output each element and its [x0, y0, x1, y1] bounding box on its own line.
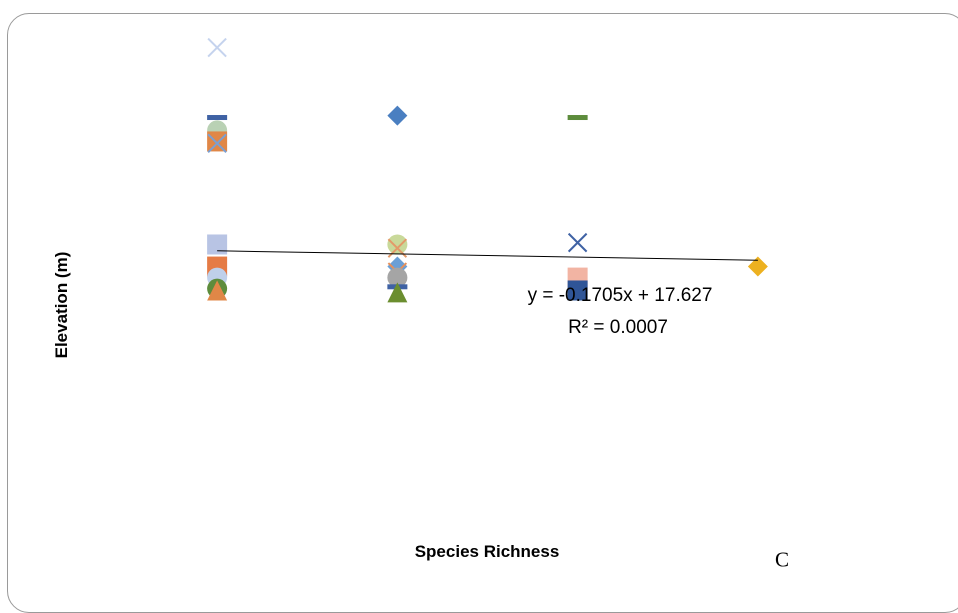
- panel-label: C: [774, 547, 790, 572]
- data-point-circle: [387, 234, 408, 255]
- data-point-square: [207, 131, 228, 152]
- trendline: [217, 250, 758, 261]
- data-point-circle: [387, 267, 408, 288]
- plot-area: [207, 37, 768, 303]
- data-point-triangle: [387, 282, 408, 303]
- x-axis-label: Species Richness: [414, 542, 560, 561]
- data-point-x: [207, 37, 227, 58]
- trendline-r-squared: R² = 0.0007: [568, 317, 668, 338]
- data-points: [207, 37, 768, 303]
- data-point-x: [567, 232, 588, 253]
- data-point-triangle: [207, 280, 228, 301]
- data-point-square: [207, 234, 228, 255]
- data-point-dash: [207, 115, 228, 121]
- data-point-diamond: [747, 256, 768, 277]
- data-point-square: [567, 280, 588, 301]
- data-point-x: [207, 133, 227, 153]
- trendline-equation: y = -0.1705x + 17.627: [527, 285, 713, 306]
- data-point-diamond: [387, 105, 408, 126]
- y-axis-label: Elevation (m): [52, 251, 71, 359]
- data-point-dash: [567, 115, 588, 121]
